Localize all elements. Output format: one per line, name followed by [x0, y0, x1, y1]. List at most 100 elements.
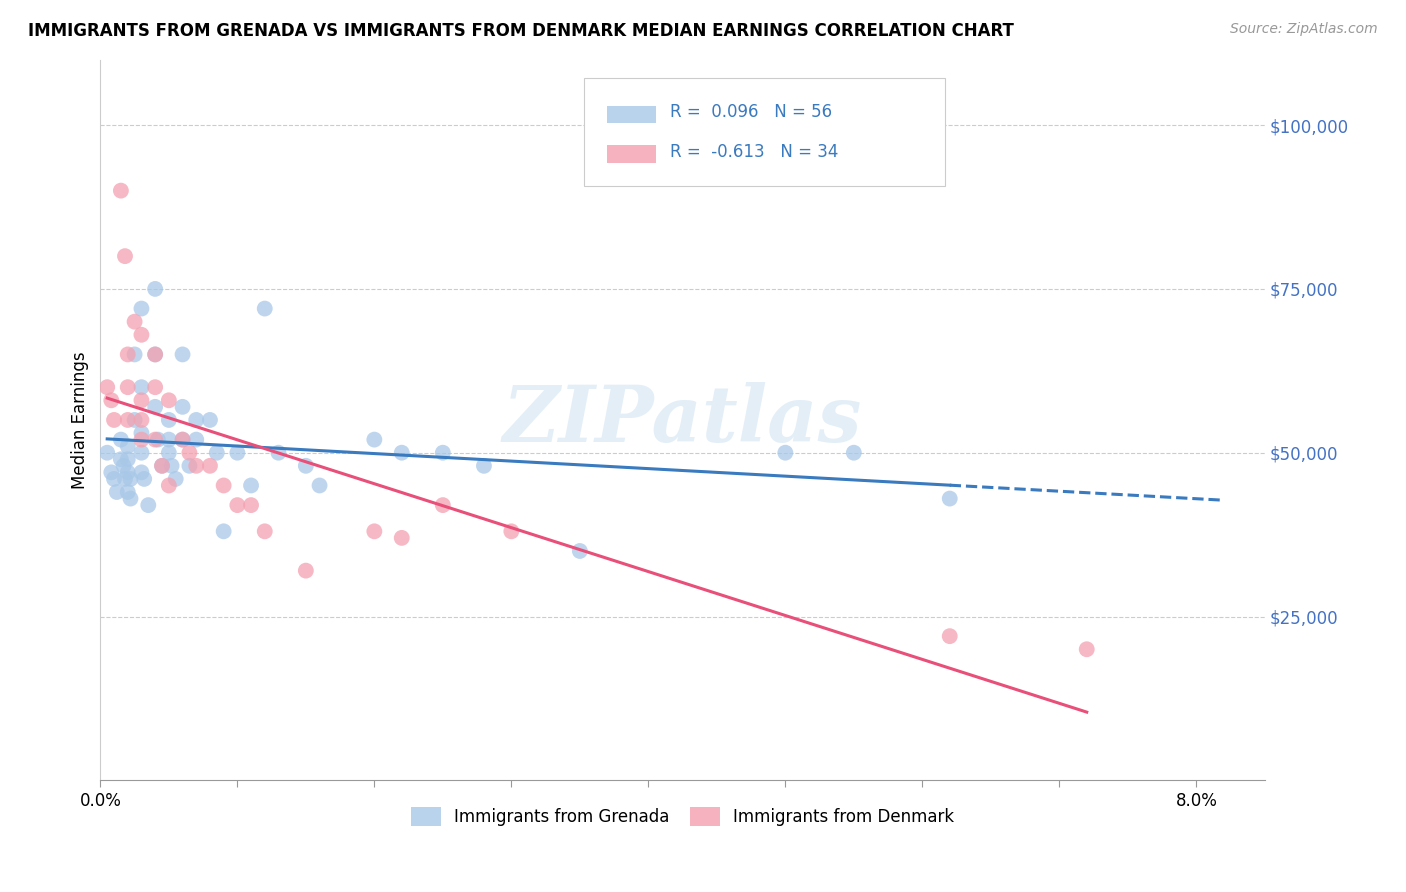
Point [136, 498, 159, 512]
Text: ZIPatlas: ZIPatlas [503, 382, 862, 458]
Point [103, 413, 125, 427]
Point [157, 433, 180, 447]
Point [105, 485, 128, 500]
Text: R =  -0.613   N = 34: R = -0.613 N = 34 [669, 143, 838, 161]
Point [432, 498, 454, 512]
Point [117, 485, 139, 500]
Point [143, 433, 166, 447]
Point [253, 524, 276, 539]
Point [212, 478, 235, 492]
Point [124, 347, 146, 361]
Point [110, 452, 132, 467]
Point [472, 458, 495, 473]
Point [117, 413, 139, 427]
Text: IMMIGRANTS FROM GRENADA VS IMMIGRANTS FROM DENMARK MEDIAN EARNINGS CORRELATION C: IMMIGRANTS FROM GRENADA VS IMMIGRANTS FR… [28, 22, 1014, 40]
Point [363, 433, 385, 447]
Point [226, 446, 249, 460]
Point [112, 458, 135, 473]
Point [391, 531, 413, 545]
Point [568, 544, 591, 558]
Point [938, 491, 960, 506]
Point [160, 458, 183, 473]
Point [186, 458, 208, 473]
Point [143, 380, 166, 394]
Point [114, 249, 136, 263]
Point [146, 433, 169, 447]
Point [117, 380, 139, 394]
Point [117, 439, 139, 453]
Point [117, 452, 139, 467]
Point [117, 466, 139, 480]
Point [775, 446, 797, 460]
Point [205, 446, 228, 460]
Point [96, 380, 118, 394]
Text: R =  0.096   N = 56: R = 0.096 N = 56 [669, 103, 832, 121]
Point [157, 413, 180, 427]
Point [226, 498, 249, 512]
Point [114, 472, 136, 486]
Point [143, 347, 166, 361]
Point [143, 400, 166, 414]
Point [172, 400, 194, 414]
Text: Source: ZipAtlas.com: Source: ZipAtlas.com [1230, 22, 1378, 37]
Point [186, 433, 208, 447]
FancyBboxPatch shape [583, 78, 945, 186]
Point [1076, 642, 1098, 657]
Point [295, 458, 318, 473]
Point [179, 458, 201, 473]
Point [240, 478, 263, 492]
Point [100, 393, 122, 408]
Point [143, 347, 166, 361]
Point [131, 380, 153, 394]
Point [131, 301, 153, 316]
Point [103, 472, 125, 486]
Point [131, 327, 153, 342]
Point [308, 478, 330, 492]
Point [110, 184, 132, 198]
Point [165, 472, 187, 486]
Point [267, 446, 290, 460]
Bar [607, 106, 655, 123]
Point [186, 413, 208, 427]
Point [501, 524, 523, 539]
Point [131, 393, 153, 408]
Point [143, 282, 166, 296]
Legend: Immigrants from Grenada, Immigrants from Denmark: Immigrants from Grenada, Immigrants from… [411, 806, 955, 826]
Point [124, 315, 146, 329]
Point [131, 466, 153, 480]
Point [124, 413, 146, 427]
Point [120, 472, 142, 486]
Point [96, 446, 118, 460]
Point [363, 524, 385, 539]
Point [198, 458, 221, 473]
Point [253, 301, 276, 316]
Point [295, 564, 318, 578]
Point [179, 446, 201, 460]
Point [157, 478, 180, 492]
Point [131, 413, 153, 427]
Point [117, 347, 139, 361]
Point [131, 425, 153, 440]
Point [172, 433, 194, 447]
Point [212, 524, 235, 539]
Point [131, 446, 153, 460]
Point [391, 446, 413, 460]
Point [157, 446, 180, 460]
Bar [607, 145, 655, 162]
Point [842, 446, 865, 460]
Point [432, 446, 454, 460]
Point [150, 458, 173, 473]
Point [172, 347, 194, 361]
Point [938, 629, 960, 643]
Point [172, 433, 194, 447]
Point [110, 433, 132, 447]
Point [150, 458, 173, 473]
Point [198, 413, 221, 427]
Point [131, 433, 153, 447]
Point [100, 466, 122, 480]
Point [120, 491, 142, 506]
Y-axis label: Median Earnings: Median Earnings [72, 351, 89, 489]
Point [157, 393, 180, 408]
Point [240, 498, 263, 512]
Point [134, 472, 156, 486]
